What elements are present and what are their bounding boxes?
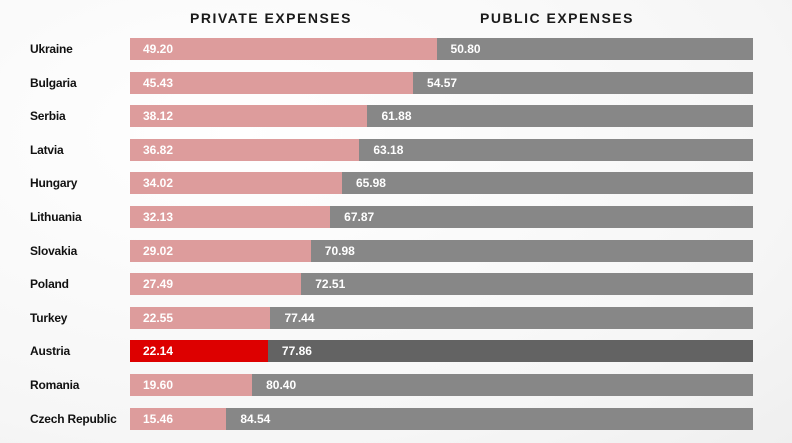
private-value-label: 38.12 xyxy=(143,109,174,124)
public-bar xyxy=(226,407,753,430)
public-bar xyxy=(436,38,753,60)
private-bar xyxy=(130,340,268,363)
private-bar xyxy=(130,138,360,161)
public-value-label: 61.88 xyxy=(381,109,412,124)
public-value-label: 84.54 xyxy=(240,411,271,426)
category-label: Latvia xyxy=(30,142,64,157)
category-label: Ukraine xyxy=(30,42,73,56)
private-bar xyxy=(130,407,227,430)
private-bar xyxy=(130,306,271,329)
private-bar xyxy=(130,374,253,396)
public-value-label: 80.40 xyxy=(266,378,297,392)
private-value-label: 49.20 xyxy=(143,42,174,56)
public-bar xyxy=(267,340,753,363)
private-value-label: 36.82 xyxy=(143,142,174,157)
private-value-label: 45.43 xyxy=(143,75,174,90)
public-bar xyxy=(341,172,753,195)
private-bar xyxy=(130,206,331,228)
public-value-label: 65.98 xyxy=(355,176,386,191)
private-value-label: 22.14 xyxy=(143,344,174,359)
category-label: Austria xyxy=(30,344,70,359)
private-value-label: 27.49 xyxy=(143,277,174,292)
category-label: Czech Republic xyxy=(30,411,117,426)
legend-public-expenses: PUBLIC EXPENSES xyxy=(480,10,634,26)
private-bar xyxy=(130,273,302,296)
public-value-label: 77.44 xyxy=(284,310,315,325)
category-label: Bulgaria xyxy=(30,75,77,90)
public-bar xyxy=(359,138,753,161)
private-value-label: 34.02 xyxy=(143,176,174,191)
public-value-label: 77.86 xyxy=(281,344,312,359)
public-value-label: 67.87 xyxy=(344,210,375,224)
public-value-label: 63.18 xyxy=(373,142,404,157)
public-bar xyxy=(301,273,753,296)
private-value-label: 19.60 xyxy=(143,378,174,392)
public-value-label: 72.51 xyxy=(315,277,346,292)
category-label: Hungary xyxy=(30,176,78,191)
public-bar xyxy=(330,206,753,228)
public-value-label: 54.57 xyxy=(427,75,458,90)
public-value-label: 50.80 xyxy=(450,42,481,56)
private-bar xyxy=(130,105,368,128)
category-label: Slovakia xyxy=(30,243,78,258)
public-bar xyxy=(367,105,753,128)
category-label: Lithuania xyxy=(30,210,82,224)
private-value-label: 22.55 xyxy=(143,310,174,325)
private-value-label: 29.02 xyxy=(143,243,174,258)
private-bar xyxy=(130,71,414,94)
private-bar xyxy=(130,239,311,262)
category-label: Turkey xyxy=(30,310,68,325)
public-bar xyxy=(270,306,753,329)
public-value-label: 70.98 xyxy=(324,243,355,258)
public-bar xyxy=(310,239,753,262)
private-bar xyxy=(130,172,342,195)
public-bar xyxy=(413,71,753,94)
private-bar xyxy=(130,38,437,60)
private-value-label: 32.13 xyxy=(143,210,174,224)
category-label: Romania xyxy=(30,378,80,392)
category-label: Serbia xyxy=(30,109,66,124)
public-bar xyxy=(252,374,753,396)
private-value-label: 15.46 xyxy=(143,411,174,426)
category-label: Poland xyxy=(30,277,69,292)
legend-private-expenses: PRIVATE EXPENSES xyxy=(190,10,352,26)
